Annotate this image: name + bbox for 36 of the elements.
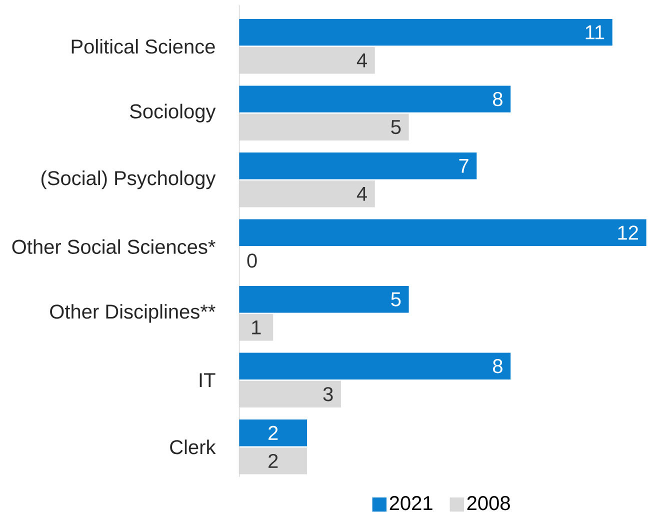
y-tick-label: Other Social Sciences* (12, 239, 216, 254)
bar (239, 352, 511, 380)
bar (239, 114, 409, 140)
data-label: 5 (391, 120, 401, 134)
bar (239, 46, 375, 74)
bar (239, 314, 274, 341)
bar (239, 219, 646, 246)
data-label: 8 (493, 92, 502, 106)
data-label: 2 (268, 454, 278, 468)
bar (239, 380, 341, 408)
y-tick-label: Other Disciplines** (50, 304, 216, 322)
data-label: 12 (618, 225, 638, 240)
y-tick-label: Sociology (130, 104, 216, 122)
y-tick-label: Clerk (170, 439, 216, 454)
data-label: 4 (356, 186, 367, 201)
bar (239, 286, 409, 313)
legend-label: 2021 (390, 496, 432, 510)
bar (239, 419, 308, 446)
data-label: 4 (356, 53, 367, 68)
bar (239, 152, 477, 179)
data-label: 7 (459, 158, 468, 173)
bar (239, 180, 375, 208)
data-label: 3 (323, 386, 333, 402)
y-tick-label: IT (200, 373, 216, 387)
data-label: 0 (247, 253, 257, 268)
data-label: 1 (252, 320, 261, 334)
y-tick-label: (Social) Psychology (41, 170, 216, 189)
data-label: 8 (493, 358, 502, 374)
legend-label: 2008 (467, 496, 510, 510)
data-label: 2 (268, 426, 278, 440)
bar (239, 447, 308, 474)
bar (239, 18, 612, 46)
y-tick-label: Political Science (72, 38, 215, 54)
data-label: 5 (391, 292, 401, 306)
data-label: 11 (586, 25, 604, 39)
bar (239, 86, 511, 112)
